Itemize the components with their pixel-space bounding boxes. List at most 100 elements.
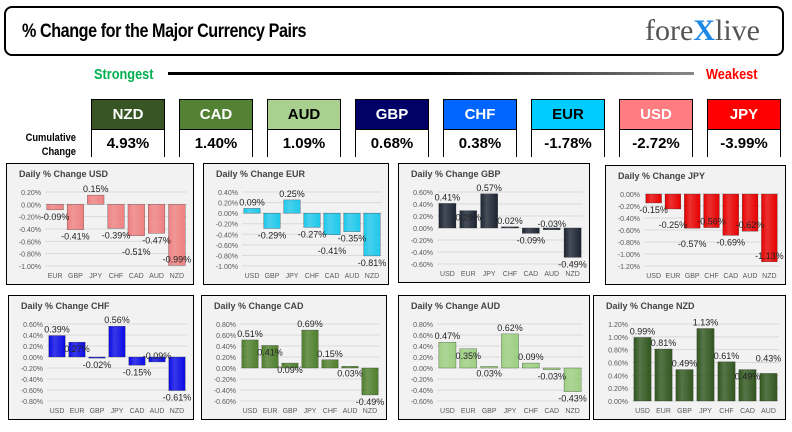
y-tick-label: -1.00% [618,252,640,259]
bar-jpy [87,194,105,205]
y-tick-label: 0.60% [23,322,43,329]
x-tick-label: JPY [699,408,712,415]
bar-chf [717,361,736,402]
data-label: 0.09% [239,197,265,207]
x-tick-label: AUD [150,408,165,415]
bar-aud [341,366,359,369]
x-tick-label: NZD [363,408,377,415]
bar-nzd [168,356,186,391]
y-tick-label: 0.40% [216,344,236,351]
tile-currency: CAD [180,100,252,130]
x-tick-label: NZD [170,273,184,280]
x-tick-label: GBP [265,273,280,280]
bar-usd [633,337,652,402]
data-label: 0.09% [518,352,544,362]
bar-nzd [361,367,379,396]
y-tick-label: -0.60% [618,228,640,235]
data-label: 0.51% [237,329,263,339]
x-tick-label: AUD [345,273,360,280]
x-tick-label: AUD [544,271,559,278]
x-tick-label: EUR [70,408,85,415]
x-tick-label: CAD [723,273,738,280]
bar-usd [438,203,457,229]
y-tick-label: -0.60% [214,399,236,406]
data-label: 0.15% [83,184,109,194]
bar-usd [241,339,259,369]
data-label: -0.03% [537,372,566,382]
bar-gbp [263,212,281,229]
data-label: -0.15% [123,367,152,377]
chart-jpy: Daily % Change JPY 0.00% -0.20% -0.40% -0.60… [605,165,786,285]
data-label: -0.03% [537,219,566,229]
x-tick-label: AUD [761,408,776,415]
bar-nzd [761,193,778,262]
x-tick-label: USD [243,408,258,415]
x-tick-label: CHF [704,273,718,280]
bar-aud [543,227,561,230]
bar-gbp [480,366,498,369]
data-label: -0.49% [558,259,587,269]
x-tick-label: JPY [89,273,102,280]
data-label: -0.39% [102,230,131,240]
y-tick-label: -1.20% [618,264,640,271]
tile-value: -1.78% [532,130,604,158]
y-tick-label: -0.20% [21,366,43,373]
cumulative-change-label: Cumulative Change [25,132,76,158]
data-label: 0.35% [456,351,482,361]
y-tick-label: 0.20% [218,201,238,208]
bar-aud [759,373,778,402]
y-tick-label: -0.60% [19,239,41,246]
data-label: 1.13% [693,317,719,327]
data-label: -0.51% [122,247,151,257]
y-tick-label: 1.00% [608,335,628,342]
data-label: 0.69% [297,319,323,329]
tile-value: 1.09% [268,130,340,158]
bar-cad [722,193,739,236]
x-tick-label: NZD [565,408,579,415]
tile-currency: JPY [708,100,780,130]
x-tick-label: GBP [68,273,83,280]
tile-value: 4.93% [92,130,164,158]
x-tick-label: CAD [325,273,340,280]
y-tick-label: -0.80% [216,253,238,260]
chart-nzd: Daily % Change NZD 1.20% 1.00% 0.80% 0.60% 0.… [593,295,786,420]
x-tick-label: GBP [90,408,105,415]
x-tick-label: CHF [719,408,733,415]
bar-cad [543,367,561,370]
x-tick-label: JPY [286,273,299,280]
y-tick-label: 0.40% [413,202,433,209]
data-label: 0.99% [630,326,656,336]
bar-gbp [684,193,701,229]
x-tick-label: CHF [524,408,538,415]
tile-jpy: JPY -3.99% [707,99,781,158]
y-tick-label: -0.80% [618,240,640,247]
bar-jpy [108,326,126,358]
tile-value: -3.99% [708,130,780,158]
y-tick-label: -0.40% [411,250,433,257]
bar-nzd [168,204,186,266]
bar-eur [46,204,64,211]
data-label: 0.03% [476,368,502,378]
data-label: -1.13% [755,251,784,261]
chart-title: Daily % Change JPY [618,171,706,181]
tile-currency: EUR [532,100,604,130]
x-tick-label: GBP [685,273,700,280]
bar-chf [522,362,540,369]
data-label: 0.25% [279,189,305,199]
bar-gbp [88,356,106,359]
bar-jpy [696,328,715,402]
bar-jpy [283,199,301,214]
tile-currency: AUD [268,100,340,130]
data-label: -0.02% [83,360,112,370]
y-tick-label: -0.60% [411,399,433,406]
bar-cad [128,356,146,366]
bar-eur [664,193,681,210]
tile-currency: CHF [444,100,516,130]
bar-cad [522,227,540,234]
x-tick-label: CAD [523,271,538,278]
tile-nzd: NZD 4.93% [91,99,165,158]
y-tick-label: 0.20% [216,355,236,362]
bar-jpy [501,333,519,369]
data-label: -0.27% [298,229,327,239]
chart-aud: Daily % Change AUD 0.80% 0.60% 0.40% 0.20% 0.… [398,295,590,420]
